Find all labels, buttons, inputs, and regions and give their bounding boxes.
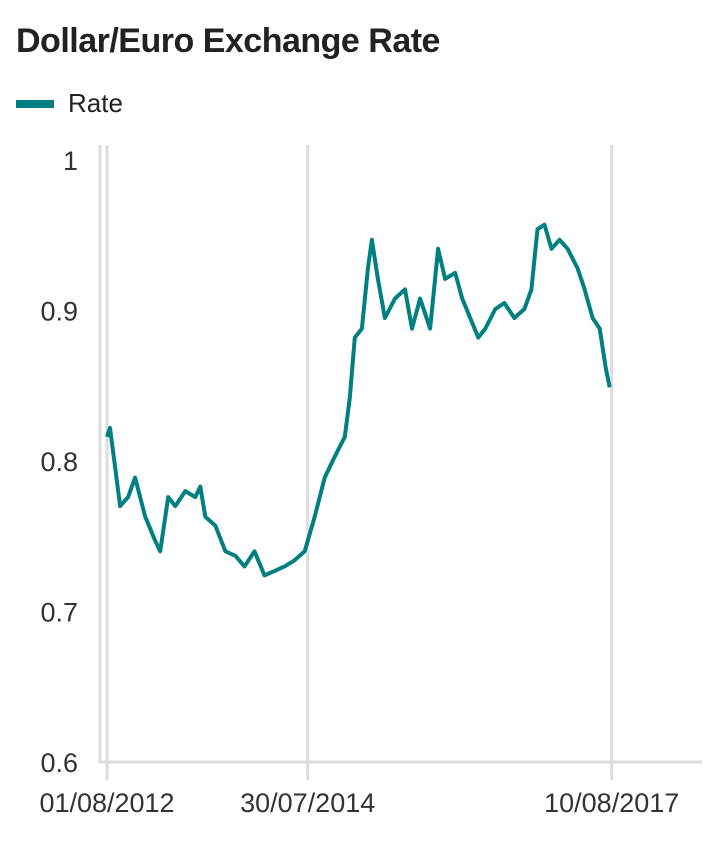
y-tick-label: 1 xyxy=(63,146,78,176)
legend-label-rate: Rate xyxy=(68,88,123,118)
legend-swatch-rate xyxy=(16,99,54,108)
chart-title: Dollar/Euro Exchange Rate xyxy=(16,22,440,60)
y-tick-label: 0.8 xyxy=(40,447,78,477)
series-line-rate xyxy=(105,222,612,578)
legend: Rate xyxy=(16,88,123,119)
y-tick-label: 0.7 xyxy=(40,598,78,628)
x-tick-label: 01/08/2012 xyxy=(39,788,174,818)
y-tick-label: 0.9 xyxy=(40,297,78,327)
y-tick-label: 0.6 xyxy=(40,748,78,778)
x-tick-label: 30/07/2014 xyxy=(240,788,375,818)
x-tick-label: 10/08/2017 xyxy=(544,788,679,818)
